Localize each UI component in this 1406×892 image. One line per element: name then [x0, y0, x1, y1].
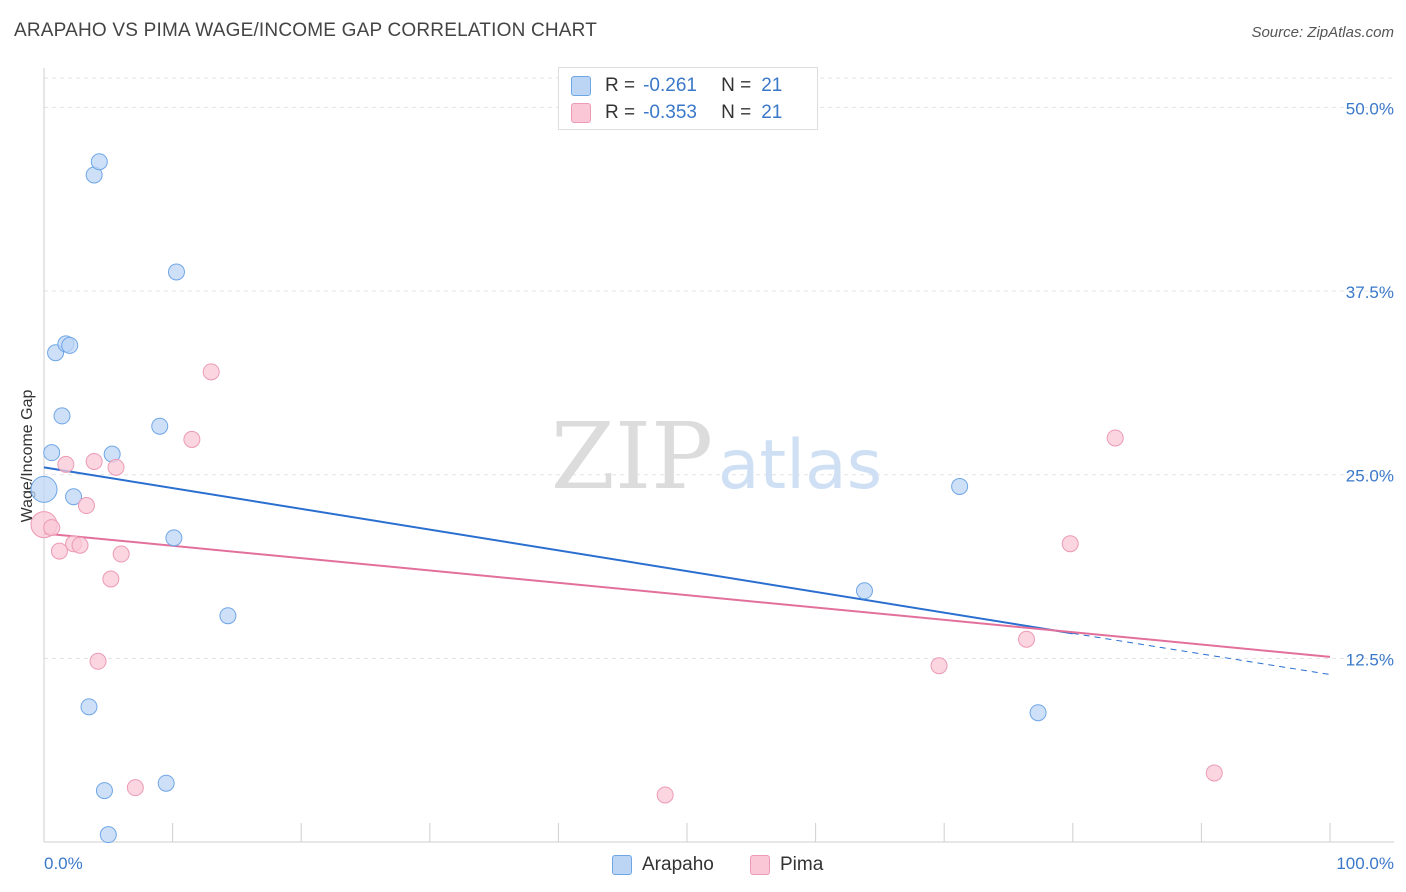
y-tick-label: 25.0% [1346, 467, 1394, 486]
pima-point [1061, 535, 1079, 553]
r-value-pima: -0.353 [643, 102, 697, 123]
arapaho-point [65, 488, 83, 506]
arapaho-point [219, 607, 237, 625]
data-points [30, 153, 1223, 844]
n-value-arapaho: 21 [761, 75, 783, 96]
y-tick-label: 12.5% [1346, 650, 1394, 669]
arapaho-point [43, 444, 61, 462]
arapaho-point [951, 477, 969, 495]
pima-point [102, 570, 120, 588]
axes [43, 68, 1394, 843]
arapaho-point [157, 774, 175, 792]
pima-trend-line [43, 532, 1331, 658]
legend-row-arapaho: R = -0.261 N = 21 [571, 74, 783, 98]
arapaho-point [30, 475, 58, 503]
legend-item-pima[interactable]: Pima [750, 852, 823, 878]
r-label: R = [605, 102, 636, 123]
pima-legend-swatch [750, 855, 770, 875]
arapaho-point [151, 417, 169, 435]
pima-point [43, 519, 61, 537]
correlation-legend: R = -0.261 N = 21 R = -0.353 N = 21 [558, 67, 818, 130]
arapaho-point [99, 826, 117, 844]
pima-point [50, 542, 68, 560]
arapaho-point [1029, 704, 1047, 722]
arapaho-point [167, 263, 185, 281]
pima-swatch [571, 103, 591, 123]
trend-lines [43, 466, 1331, 676]
y-tick-label: 37.5% [1346, 283, 1394, 302]
arapaho-swatch [571, 76, 591, 96]
arapaho-legend-swatch [612, 855, 632, 875]
tick-labels: 12.5% 25.0% 37.5% 50.0% 0.0% 100.0% [44, 99, 1394, 873]
pima-point [107, 458, 125, 476]
arapaho-point [80, 698, 98, 716]
x-tick-label-min: 0.0% [44, 854, 83, 873]
pima-point [1018, 630, 1036, 648]
n-label: N = [721, 102, 752, 123]
legend-item-arapaho[interactable]: Arapaho [612, 852, 714, 878]
arapaho-point [165, 529, 183, 547]
x-tick-label-max: 100.0% [1336, 854, 1394, 873]
arapaho-point [61, 336, 79, 354]
legend-label-arapaho: Arapaho [642, 854, 714, 875]
arapaho-trend-line [43, 466, 1073, 635]
pima-point [57, 455, 75, 473]
arapaho-point [855, 582, 873, 600]
legend-label-pima: Pima [780, 854, 824, 875]
y-tick-label: 50.0% [1346, 99, 1394, 118]
pima-point [1205, 764, 1223, 782]
pima-point [85, 452, 103, 470]
pima-point [183, 430, 201, 448]
arapaho-point [53, 407, 71, 425]
arapaho-point [95, 782, 113, 800]
pima-point [89, 652, 107, 670]
n-label: N = [721, 75, 752, 96]
r-label: R = [605, 75, 636, 96]
chart-title: ARAPAHO VS PIMA WAGE/INCOME GAP CORRELAT… [14, 20, 598, 41]
pima-point [71, 536, 89, 554]
watermark: ZIP atlas [551, 403, 882, 510]
pima-point [77, 497, 95, 515]
series-legend: Arapaho Pima [0, 852, 1406, 878]
n-value-pima: 21 [761, 102, 783, 123]
legend-row-pima: R = -0.353 N = 21 [571, 101, 783, 125]
arapaho-point [90, 153, 108, 171]
watermark-atlas: atlas [718, 426, 882, 505]
pima-point [112, 545, 130, 563]
source-label: Source: ZipAtlas.com [1251, 24, 1394, 41]
pima-point [202, 363, 220, 381]
pima-point [656, 786, 674, 804]
pima-point [126, 779, 144, 797]
gridlines [44, 77, 1394, 659]
watermark-zip: ZIP [551, 403, 713, 510]
pima-point [1106, 429, 1124, 447]
pima-point [930, 657, 948, 675]
r-value-arapaho: -0.261 [643, 75, 697, 96]
